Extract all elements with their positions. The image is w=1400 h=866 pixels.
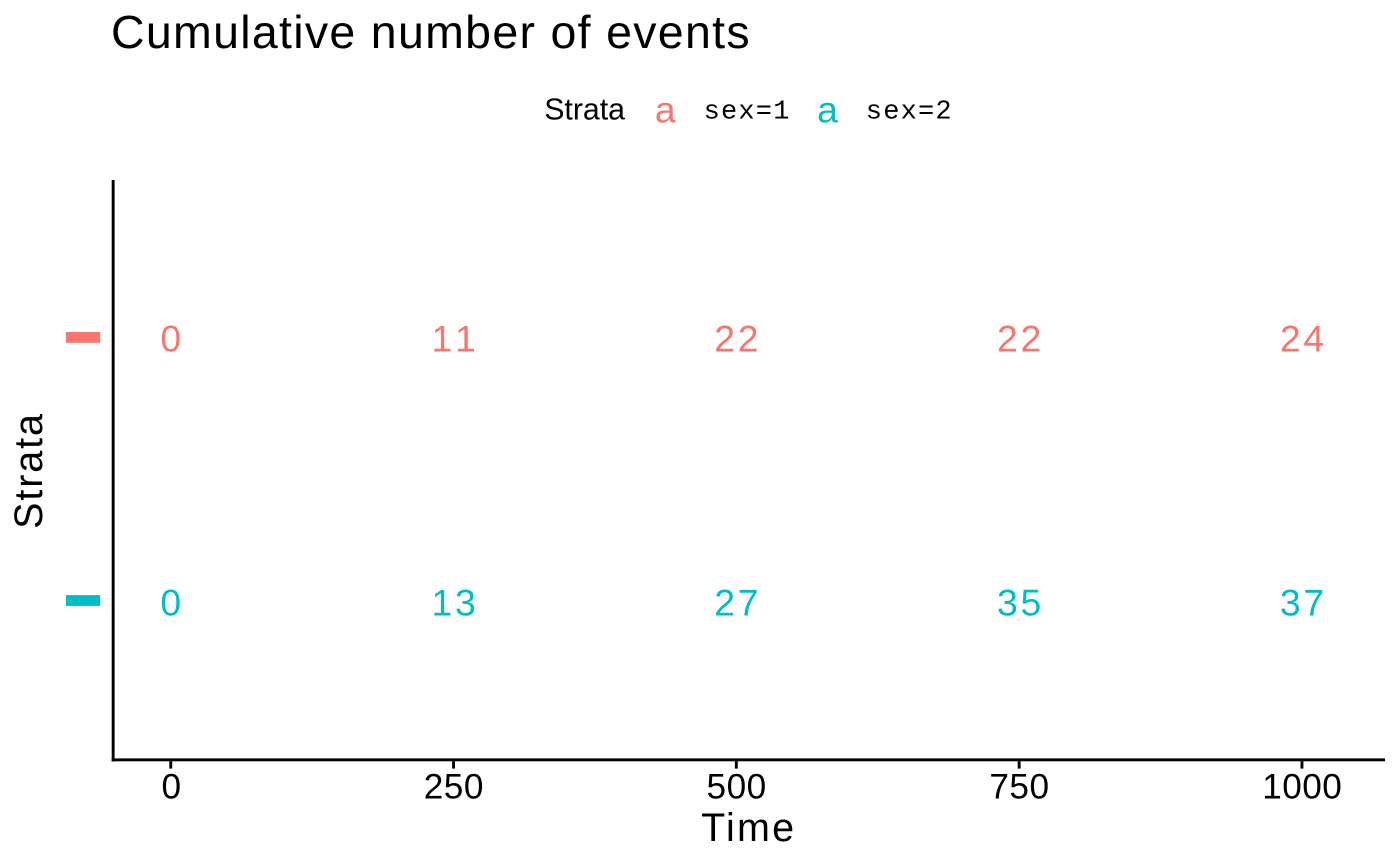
- svg-text:750: 750: [989, 768, 1049, 807]
- svg-text:Strata: Strata: [544, 93, 625, 126]
- svg-text:1000: 1000: [1262, 768, 1342, 807]
- svg-text:a: a: [655, 89, 676, 131]
- svg-text:sex=1: sex=1: [704, 98, 791, 128]
- svg-text:0: 0: [160, 317, 181, 359]
- svg-text:a: a: [817, 89, 838, 131]
- svg-text:500: 500: [707, 768, 767, 807]
- svg-text:Cumulative number of events: Cumulative number of events: [111, 6, 751, 58]
- svg-text:250: 250: [424, 768, 484, 807]
- svg-text:sex=2: sex=2: [866, 98, 953, 128]
- svg-text:Strata: Strata: [7, 412, 51, 529]
- svg-text:Time: Time: [701, 806, 796, 850]
- svg-text:0: 0: [162, 768, 182, 807]
- svg-text:0: 0: [160, 581, 181, 623]
